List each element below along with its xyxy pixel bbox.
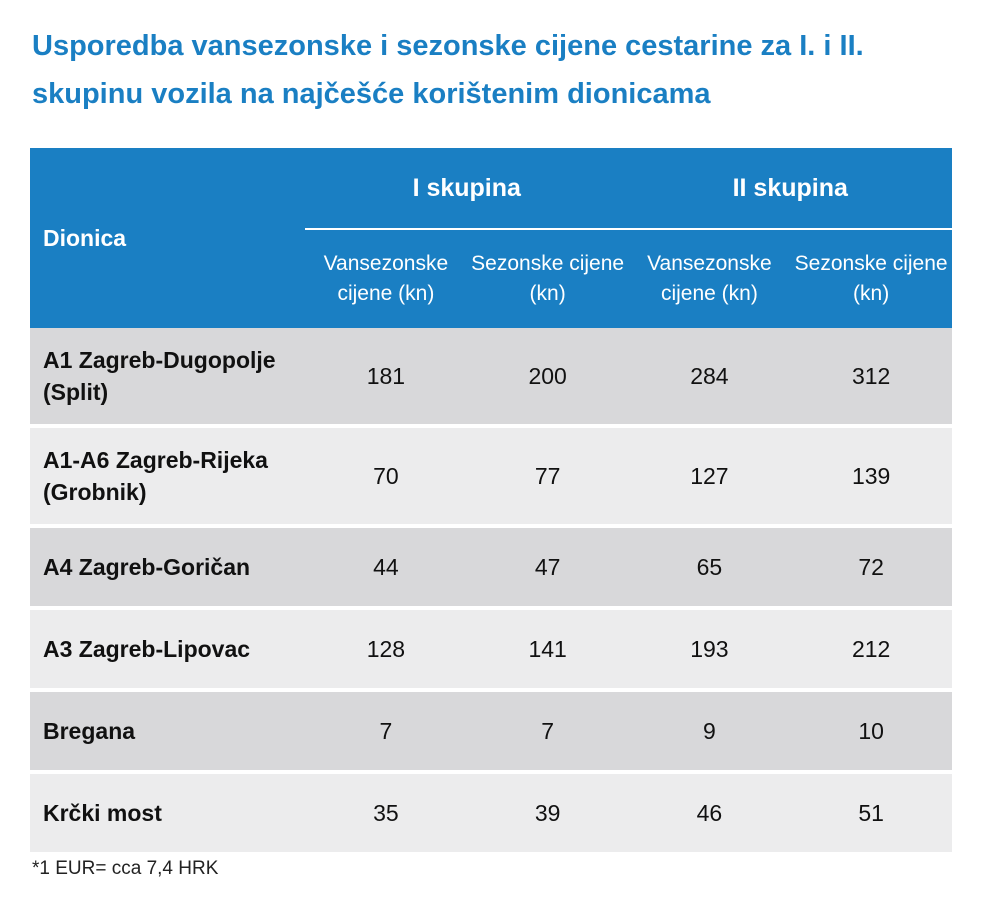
cell-g2-season: 51 (790, 774, 952, 852)
cell-g1-season: 7 (466, 692, 629, 770)
cell-g2-season: 212 (790, 610, 952, 688)
row-section: A4 Zagreb-Goričan (30, 528, 305, 606)
row-section: A1 Zagreb-Dugopolje (Split) (30, 328, 305, 424)
cell-g1-offseason: 35 (305, 774, 467, 852)
cell-g2-offseason: 9 (628, 692, 791, 770)
cell-g1-offseason: 70 (305, 428, 467, 524)
toll-price-table: Dionica I skupina II skupina Vansezonske… (30, 148, 952, 852)
table-row: Bregana 7 7 9 10 (30, 692, 952, 770)
row-divider (30, 606, 952, 610)
group-header-ii: II skupina (628, 148, 952, 230)
subheader-g2-offseason: Vansezonske cijene (kn) (647, 252, 772, 305)
page-title: Usporedba vansezonske i sezonske cijene … (32, 30, 864, 110)
cell-g2-season: 10 (790, 692, 952, 770)
cell-g1-season: 39 (466, 774, 629, 852)
row-divider (30, 688, 952, 692)
cell-g1-season: 77 (466, 428, 629, 524)
cell-g2-season: 139 (790, 428, 952, 524)
cell-g1-season: 47 (466, 528, 629, 606)
cell-g1-offseason: 44 (305, 528, 467, 606)
row-section: A3 Zagreb-Lipovac (30, 610, 305, 688)
table-row: A1 Zagreb-Dugopolje (Split) 181 200 284 … (30, 328, 952, 424)
row-section: A1-A6 Zagreb-Rijeka (Grobnik) (30, 428, 305, 524)
group-header-i: I skupina (305, 148, 629, 230)
row-section: Krčki most (30, 774, 305, 852)
cell-g1-offseason: 181 (305, 328, 467, 424)
cell-g2-season: 72 (790, 528, 952, 606)
subheader-g2-season: Sezonske cijene (kn) (794, 252, 948, 305)
table-row: A3 Zagreb-Lipovac 128 141 193 212 (30, 610, 952, 688)
subheader-g1-offseason: Vansezonske cijene (kn) (323, 252, 449, 305)
cell-g2-offseason: 46 (628, 774, 791, 852)
table-header-row: Dionica I skupina II skupina (30, 148, 952, 251)
table-row: A1-A6 Zagreb-Rijeka (Grobnik) 70 77 127 … (30, 428, 952, 524)
cell-g1-season: 200 (466, 328, 629, 424)
row-section: Bregana (30, 692, 305, 770)
cell-g2-offseason: 193 (628, 610, 791, 688)
cell-g2-offseason: 127 (628, 428, 791, 524)
table-row: Krčki most 35 39 46 51 (30, 774, 952, 852)
footnote: *1 EUR= cca 7,4 HRK (32, 858, 219, 879)
row-divider (30, 424, 952, 428)
subheader-g1-season: Sezonske cijene (kn) (471, 252, 625, 305)
cell-g1-offseason: 128 (305, 610, 467, 688)
cell-g2-season: 312 (790, 328, 952, 424)
cell-g2-offseason: 65 (628, 528, 791, 606)
cell-g2-offseason: 284 (628, 328, 791, 424)
cell-g1-season: 141 (466, 610, 629, 688)
column-header-section: Dionica (43, 224, 127, 251)
row-divider (30, 524, 952, 528)
row-divider (30, 770, 952, 774)
table-row: A4 Zagreb-Goričan 44 47 65 72 (30, 528, 952, 606)
cell-g1-offseason: 7 (305, 692, 467, 770)
